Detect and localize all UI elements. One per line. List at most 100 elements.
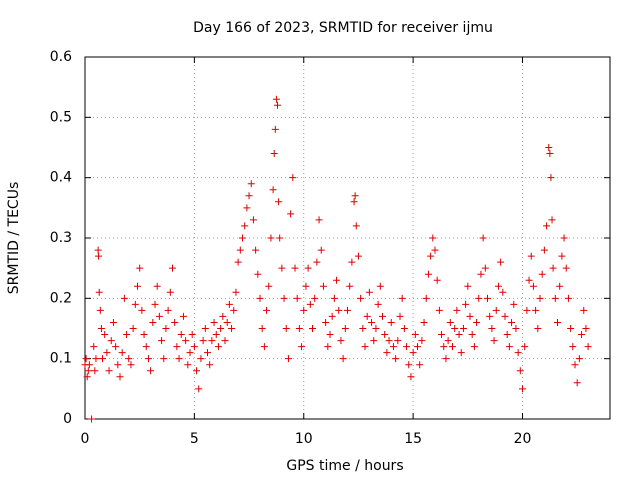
data-point (311, 294, 319, 302)
data-point (582, 325, 590, 332)
x-tick-label: 10 (295, 431, 313, 447)
data-point (270, 150, 278, 158)
data-point (103, 349, 111, 357)
data-point (195, 385, 203, 393)
data-point (346, 282, 354, 290)
data-point (422, 294, 430, 302)
data-point (210, 318, 218, 326)
data-point (245, 192, 253, 200)
data-point (149, 318, 157, 326)
data-point (494, 282, 502, 290)
data-point (479, 234, 487, 242)
y-tick-label: 0 (63, 411, 72, 427)
data-point (324, 343, 332, 351)
data-point (508, 318, 516, 326)
data-point (221, 337, 229, 345)
data-point (179, 312, 187, 320)
y-axis-label: SRMTID / TECUs (6, 182, 22, 295)
data-point (328, 312, 336, 320)
data-point (554, 318, 561, 326)
data-point (112, 343, 120, 351)
data-point (249, 216, 257, 224)
data-point (455, 331, 463, 339)
data-point (571, 361, 579, 369)
data-point (298, 343, 306, 351)
data-point (396, 312, 404, 320)
data-point (435, 306, 443, 314)
data-point (95, 252, 103, 260)
data-point (532, 306, 540, 314)
data-point (453, 306, 461, 314)
data-point (85, 361, 93, 369)
data-point (97, 325, 105, 332)
data-point (184, 361, 192, 369)
axis-ticks: 0 5 10 15 20 0 0.1 0.2 0.3 0.4 0.5 0.6 (50, 49, 610, 447)
data-point (275, 198, 283, 206)
data-point (451, 325, 459, 332)
data-point (293, 294, 301, 302)
data-point (546, 150, 554, 158)
data-point (247, 180, 255, 188)
data-point (256, 294, 264, 302)
data-point (477, 270, 485, 278)
data-point (125, 355, 133, 363)
grid (85, 57, 610, 419)
data-point (446, 318, 454, 326)
data-point (462, 300, 470, 308)
data-point (416, 361, 424, 369)
data-point (295, 325, 303, 332)
data-point (383, 349, 391, 357)
data-point (414, 343, 421, 351)
data-point (400, 325, 408, 332)
data-point (300, 306, 308, 314)
data-point (569, 343, 577, 351)
data-point (228, 325, 236, 332)
data-point (499, 288, 507, 296)
data-point (88, 415, 96, 423)
data-point (449, 343, 456, 351)
data-point (91, 367, 99, 375)
data-point (214, 343, 222, 351)
data-point (142, 343, 150, 351)
data-point (171, 318, 179, 326)
data-point (411, 331, 419, 339)
data-point (317, 246, 325, 254)
data-point (580, 306, 588, 314)
data-point (263, 306, 271, 314)
data-point (302, 282, 310, 290)
data-point (564, 294, 572, 302)
data-point (548, 216, 556, 224)
data-point (431, 246, 439, 254)
data-point (514, 349, 522, 357)
data-point (361, 343, 369, 351)
data-point (351, 192, 359, 200)
data-point (575, 355, 583, 363)
data-point (225, 300, 233, 308)
data-point (584, 343, 592, 351)
data-point (473, 318, 481, 326)
data-point (459, 325, 467, 332)
data-point (118, 349, 126, 357)
data-point (488, 325, 496, 332)
data-point (503, 331, 511, 339)
data-point (344, 306, 351, 314)
data-point (160, 355, 168, 363)
data-point (562, 264, 570, 272)
data-point (241, 222, 249, 230)
data-point (232, 288, 240, 296)
data-point (234, 258, 242, 266)
data-point (114, 361, 122, 369)
data-point (271, 125, 279, 133)
data-point (193, 367, 201, 375)
data-point (278, 264, 286, 272)
data-point (510, 300, 518, 308)
data-point (105, 367, 113, 375)
data-point (529, 282, 537, 290)
data-point (333, 276, 341, 284)
data-point (254, 270, 262, 278)
data-point (212, 331, 220, 339)
data-point (438, 331, 446, 339)
y-tick-label: 0.1 (50, 351, 72, 367)
data-point (206, 361, 214, 369)
data-point (381, 331, 389, 339)
